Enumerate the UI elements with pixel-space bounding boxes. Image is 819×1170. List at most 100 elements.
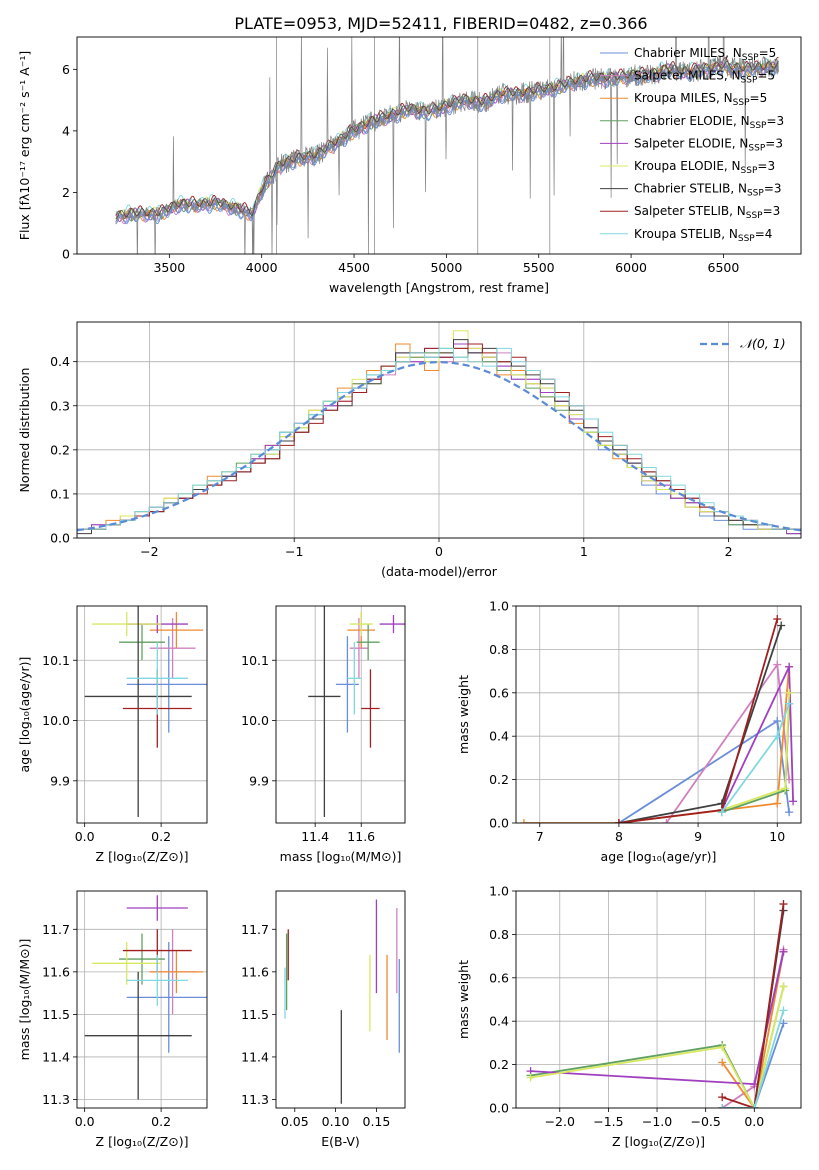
- legend-suffix: =3: [765, 136, 783, 150]
- y-tick-label: 10.1: [42, 653, 70, 668]
- x-axis-label: E(B-V): [321, 1134, 360, 1149]
- x-tick-label: −1.0: [642, 1114, 672, 1129]
- y-tick-label: 11.3: [241, 1092, 269, 1107]
- histogram-step: [77, 347, 801, 538]
- legend-text: Kroupa STELIB, N: [634, 227, 738, 241]
- panel-mass-vs-ebv: 0.05 0.10 0.15 11.3 11.4 11.5 11.6 11.7 E(B-V): [241, 890, 406, 1149]
- x-tick-label: 0.05: [281, 1114, 309, 1129]
- y-tick-label: 0.6: [489, 970, 509, 985]
- y-tick-label: 0.2: [50, 442, 70, 457]
- legend-entry: Chabrier STELIB, NSSP=3: [634, 182, 782, 199]
- panel-mass-vs-z: 0.0 0.2 11.3 11.4 11.5 11.6 11.7 Z [log₁₀(Z/Z⊙)…: [17, 890, 208, 1149]
- legend-text: Salpeter ELODIE, N: [634, 136, 748, 150]
- x-axis-label: Z [log₁₀(Z/Z⊙)]: [96, 1134, 189, 1149]
- mass-weight-line: [618, 625, 783, 823]
- plot-area-mass-vs-z: [84, 895, 207, 1100]
- y-tick-label: 0.0: [50, 531, 70, 546]
- y-tick-label: 11.5: [42, 1007, 70, 1022]
- legend-subscript: SSP: [741, 166, 758, 176]
- y-tick-label: 1.0: [489, 599, 509, 614]
- y-tick-label: 0.0: [489, 1101, 509, 1116]
- plot-area-weight-vs-z: [526, 900, 788, 1108]
- y-tick-label: 0.4: [50, 354, 70, 369]
- plot-area-spectrum: [115, 37, 779, 254]
- panel-weight-vs-z: −2.0 −1.5 −1.0 −0.5 0.0 0.0 0.2 0.4 0.6 0.8 1.0 Z […: [456, 884, 802, 1149]
- legend-entry: Kroupa ELODIE, NSSP=3: [634, 159, 775, 176]
- y-axis-label: Normed distribution: [17, 368, 32, 493]
- legend-entry: Chabrier MILES, NSSP=5: [634, 46, 776, 63]
- y-axis-label: mass weight: [456, 960, 471, 1039]
- x-tick-label: 0.0: [75, 1114, 95, 1129]
- legend-subscript: SSP: [733, 98, 750, 108]
- grid-age-vs-mass: [276, 606, 405, 823]
- mass-weight-line: [721, 703, 790, 813]
- x-tick-label: −1.5: [593, 1114, 623, 1129]
- x-tick-label: 10: [769, 829, 785, 844]
- legend-entry: Kroupa MILES, NSSP=5: [634, 91, 767, 108]
- mass-weight-line: [722, 1010, 785, 1108]
- plot-area-age-vs-mass: [308, 606, 405, 817]
- x-axis-label: mass [log₁₀(M/M⊙)]: [280, 849, 402, 864]
- legend-suffix: =5: [759, 46, 777, 60]
- y-tick-label: 0.2: [489, 1057, 509, 1072]
- figure-title: PLATE=0953, MJD=52411, FIBERID=0482, z=0…: [234, 14, 647, 33]
- legend-suffix: =3: [764, 182, 782, 196]
- x-tick-label: 6500: [708, 260, 740, 275]
- axes-frame: [76, 36, 802, 255]
- panel-spectrum: 3500 4000 4500 5000 5500 6000 6500 0 2 4 6 waveleng…: [17, 36, 802, 295]
- x-tick-label: 4000: [246, 260, 278, 275]
- y-tick-label: 11.6: [241, 964, 269, 979]
- legend-entry: Salpeter STELIB, NSSP=3: [634, 204, 780, 221]
- legend-subscript: SSP: [738, 234, 755, 244]
- x-tick-label: 4500: [338, 260, 370, 275]
- legend-entry: 𝒩(0, 1): [740, 336, 786, 351]
- y-tick-label: 11.6: [42, 964, 70, 979]
- y-tick-label: 11.4: [241, 1049, 269, 1064]
- y-axis-label: age [log₁₀(age/yr)]: [17, 657, 32, 773]
- y-tick-label: 6: [62, 62, 70, 77]
- x-tick-label: −0.5: [690, 1114, 720, 1129]
- legend-suffix: =3: [766, 114, 784, 128]
- y-axis-label: mass weight: [456, 675, 471, 754]
- legend-entry: Salpeter MILES, NSSP=5: [634, 69, 775, 86]
- mass-weight-line: [722, 1023, 785, 1108]
- legend-text: Chabrier MILES, N: [634, 46, 742, 60]
- y-tick-label: 10.1: [241, 653, 269, 668]
- x-tick-label: 1: [580, 544, 588, 559]
- y-tick-label: 0: [62, 247, 70, 262]
- legend-text: Kroupa ELODIE, N: [634, 159, 741, 173]
- y-tick-label: 0.6: [489, 685, 509, 700]
- x-tick-label: −1: [285, 544, 303, 559]
- legend-entry: Kroupa STELIB, NSSP=4: [634, 227, 772, 244]
- legend-subscript: SSP: [741, 76, 758, 86]
- x-tick-label: 0.0: [744, 1114, 764, 1129]
- x-tick-label: 0: [435, 544, 443, 559]
- legend-text: Chabrier STELIB, N: [634, 182, 747, 196]
- legend-suffix: =5: [757, 69, 775, 83]
- y-tick-label: 0.4: [489, 729, 509, 744]
- x-axis-label: Z [log₁₀(Z/Z⊙)]: [96, 849, 189, 864]
- x-tick-label: 8: [615, 829, 623, 844]
- legend-suffix: =4: [755, 227, 773, 241]
- y-tick-label: 11.3: [42, 1092, 70, 1107]
- x-tick-label: 7: [536, 829, 544, 844]
- y-tick-label: 0.4: [489, 1014, 509, 1029]
- y-tick-label: 0.0: [489, 816, 509, 831]
- model-spectrum-line: [115, 59, 779, 222]
- y-tick-label: 11.7: [241, 922, 269, 937]
- x-tick-label: 0.10: [322, 1114, 350, 1129]
- axes-frame: [275, 605, 406, 824]
- axes-frame: [515, 890, 802, 1109]
- legend-subscript: SSP: [746, 211, 763, 221]
- y-tick-label: 11.4: [42, 1049, 70, 1064]
- y-tick-label: 1.0: [489, 884, 509, 899]
- x-tick-label: 5500: [523, 260, 555, 275]
- x-tick-label: −2: [140, 544, 158, 559]
- x-tick-label: 6000: [615, 260, 647, 275]
- x-tick-label: 0.15: [363, 1114, 391, 1129]
- y-tick-label: 0.8: [489, 927, 509, 942]
- legend-text: Kroupa MILES, N: [634, 91, 733, 105]
- x-axis-label: (data-model)/error: [381, 564, 498, 579]
